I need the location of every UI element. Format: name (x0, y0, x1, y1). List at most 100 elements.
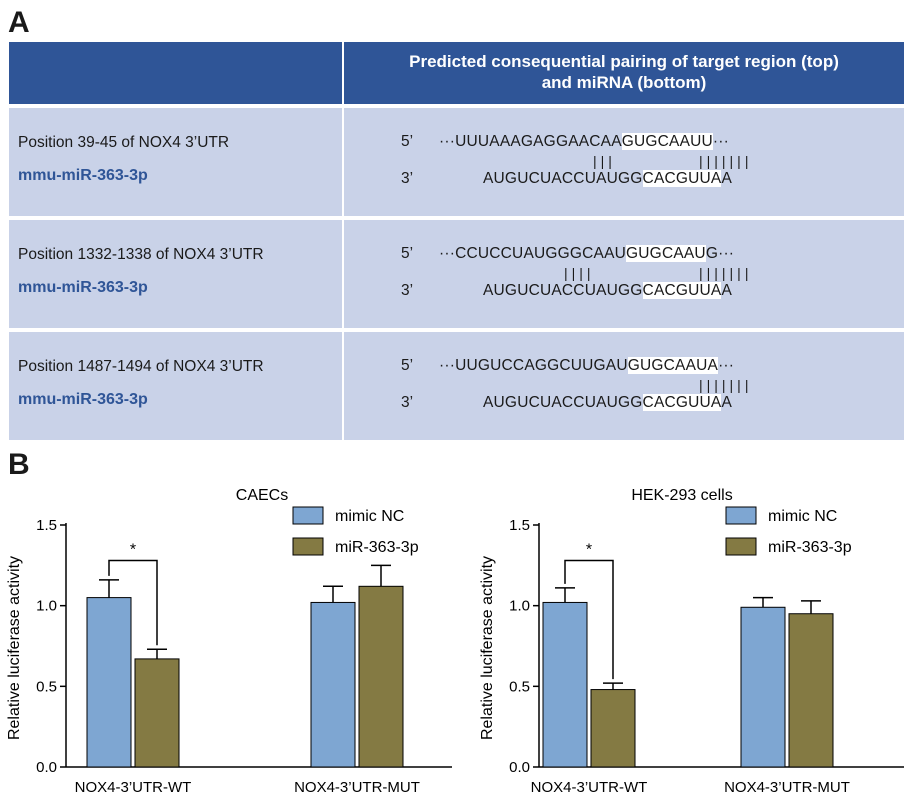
significance-marker: * (130, 541, 136, 558)
pairing-cell: 5’ 3’ ···UUUAAAGAGGAACAAGUGCAAUU··· ||| … (344, 108, 904, 216)
y-axis-label: Relative luciferase activity (479, 556, 496, 740)
y-tick-label: 1.0 (36, 598, 57, 615)
caecs-luciferase-chart: CAECs Relative luciferase activity 0.0 0.5 1… (0, 480, 460, 797)
mirna-suffix: A (721, 170, 733, 187)
target-suffix: G (705, 245, 719, 262)
mirna-name: mmu-miR-363-3p (18, 391, 148, 408)
three-prime-label: 3’ (401, 394, 414, 411)
mirna-prefix: AUGUCUACCUAUGG (483, 282, 643, 299)
x-tick-label: NOX4-3’UTR-MUT (724, 779, 850, 796)
trailing-dots: ··· (712, 133, 730, 150)
table-row: Position 39-45 of NOX4 3’UTR mmu-miR-363… (9, 104, 904, 216)
y-tick-label: 0.0 (509, 759, 530, 776)
legend-swatch (725, 537, 757, 556)
y-tick-label: 0.5 (509, 678, 530, 695)
mirna-sequence: AUGUCUACCUAUGGCACGUUAA (483, 282, 732, 300)
mirna-seed: CACGUUA (642, 282, 722, 299)
mirna-suffix: A (721, 282, 733, 299)
panel-letter-a: A (8, 6, 30, 39)
table-header: Predicted consequential pairing of targe… (9, 42, 904, 104)
target-position: Position 39-45 of NOX4 3’UTR (18, 134, 230, 151)
pairing-table: Predicted consequential pairing of targe… (9, 42, 904, 440)
significance-bracket (108, 559, 158, 646)
mirna-prefix: AUGUCUACCUAUGG (483, 170, 643, 187)
significance-bracket (564, 559, 614, 680)
target-seed: GUGCAAUU (621, 133, 713, 150)
y-tick-label: 1.5 (509, 517, 530, 534)
legend-swatch (292, 506, 324, 525)
mirna-seed: CACGUUA (642, 170, 722, 187)
header-title: Predicted consequential pairing of targe… (344, 42, 904, 104)
hek293-luciferase-chart: HEK-293 cells Relative luciferase activit… (460, 480, 904, 797)
x-tick-label: NOX4-3’UTR-WT (531, 779, 648, 796)
target-position: Position 1332-1338 of NOX4 3’UTR (18, 246, 264, 263)
legend-swatch (292, 537, 324, 556)
y-tick-label: 1.5 (36, 517, 57, 534)
chart-title: CAECs (236, 487, 288, 504)
panel-letter-b: B (8, 448, 30, 481)
target-seed: GUGCAAUA (627, 357, 719, 374)
y-tick-label: 0.0 (36, 759, 57, 776)
five-prime-label: 5’ (401, 133, 414, 150)
legend-label: miR-363-3p (768, 539, 852, 556)
bar (86, 597, 132, 768)
pair-marks: ||| (593, 153, 616, 169)
y-axis-label: Relative luciferase activity (6, 556, 23, 740)
trailing-dots: ··· (718, 357, 735, 374)
header-line-2: and miRNA (bottom) (541, 73, 707, 92)
table-row: Position 1332-1338 of NOX4 3’UTR mmu-miR… (9, 216, 904, 328)
bar (358, 585, 404, 768)
leading-dots: ··· (439, 245, 456, 262)
five-prime-label: 5’ (401, 245, 414, 262)
mirna-name: mmu-miR-363-3p (18, 279, 148, 296)
seed-pair-marks: ||||||| (699, 377, 753, 393)
row-label-cell: Position 1332-1338 of NOX4 3’UTR mmu-miR… (9, 220, 344, 328)
chart-svg: CAECs Relative luciferase activity 0.0 0.5 1… (6, 487, 452, 796)
target-sequence: ···UUUAAAGAGGAACAAGUGCAAUU··· (439, 133, 729, 151)
bar (740, 606, 786, 768)
bar (134, 658, 180, 768)
chart-svg: HEK-293 cells Relative luciferase activit… (479, 487, 904, 796)
x-tick-label: NOX4-3’UTR-WT (75, 779, 192, 796)
target-sequence: ···UUGUCCAGGCUUGAUGUGCAAUA··· (439, 357, 734, 375)
mirna-suffix: A (721, 394, 733, 411)
five-prime-label: 5’ (401, 357, 414, 374)
header-line-1: Predicted consequential pairing of targe… (409, 52, 839, 71)
bar (542, 601, 588, 768)
mirna-prefix: AUGUCUACCUAUGG (483, 394, 643, 411)
three-prime-label: 3’ (401, 282, 414, 299)
header-empty-cell (9, 42, 344, 104)
legend-swatch (725, 506, 757, 525)
row-label-cell: Position 1487-1494 of NOX4 3’UTR mmu-miR… (9, 332, 344, 440)
chart-title: HEK-293 cells (631, 487, 732, 504)
seed-pair-marks: ||||||| (699, 265, 753, 281)
x-tick-label: NOX4-3’UTR-MUT (294, 779, 420, 796)
row-label-cell: Position 39-45 of NOX4 3’UTR mmu-miR-363… (9, 108, 344, 216)
target-prefix: UUUAAAGAGGAACAA (455, 133, 622, 150)
legend-label: mimic NC (335, 508, 404, 525)
mirna-sequence: AUGUCUACCUAUGGCACGUUAA (483, 394, 732, 412)
y-tick-label: 1.0 (509, 598, 530, 615)
mirna-name: mmu-miR-363-3p (18, 167, 148, 184)
table-row: Position 1487-1494 of NOX4 3’UTR mmu-miR… (9, 328, 904, 440)
pair-marks: |||| (564, 265, 595, 281)
target-position: Position 1487-1494 of NOX4 3’UTR (18, 358, 264, 375)
leading-dots: ··· (439, 133, 456, 150)
trailing-dots: ··· (718, 245, 735, 262)
significance-marker: * (586, 541, 592, 558)
pairing-cell: 5’ 3’ ···UUGUCCAGGCUUGAUGUGCAAUA··· ||||… (344, 332, 904, 440)
mirna-seed: CACGUUA (642, 394, 722, 411)
legend-label: mimic NC (768, 508, 837, 525)
target-seed: GUGCAAU (626, 245, 706, 262)
bar (788, 613, 834, 768)
seed-pair-marks: ||||||| (699, 153, 753, 169)
legend-label: miR-363-3p (335, 539, 419, 556)
target-sequence: ···CCUCCUAUGGGCAAUGUGCAAUG··· (439, 245, 734, 263)
target-prefix: CCUCCUAUGGGCAAU (455, 245, 627, 262)
mirna-sequence: AUGUCUACCUAUGGCACGUUAA (483, 170, 732, 188)
pairing-cell: 5’ 3’ ···CCUCCUAUGGGCAAUGUGCAAUG··· ||||… (344, 220, 904, 328)
bar (310, 601, 356, 768)
bar (590, 689, 636, 768)
target-prefix: UUGUCCAGGCUUGAU (455, 357, 628, 374)
three-prime-label: 3’ (401, 170, 414, 187)
